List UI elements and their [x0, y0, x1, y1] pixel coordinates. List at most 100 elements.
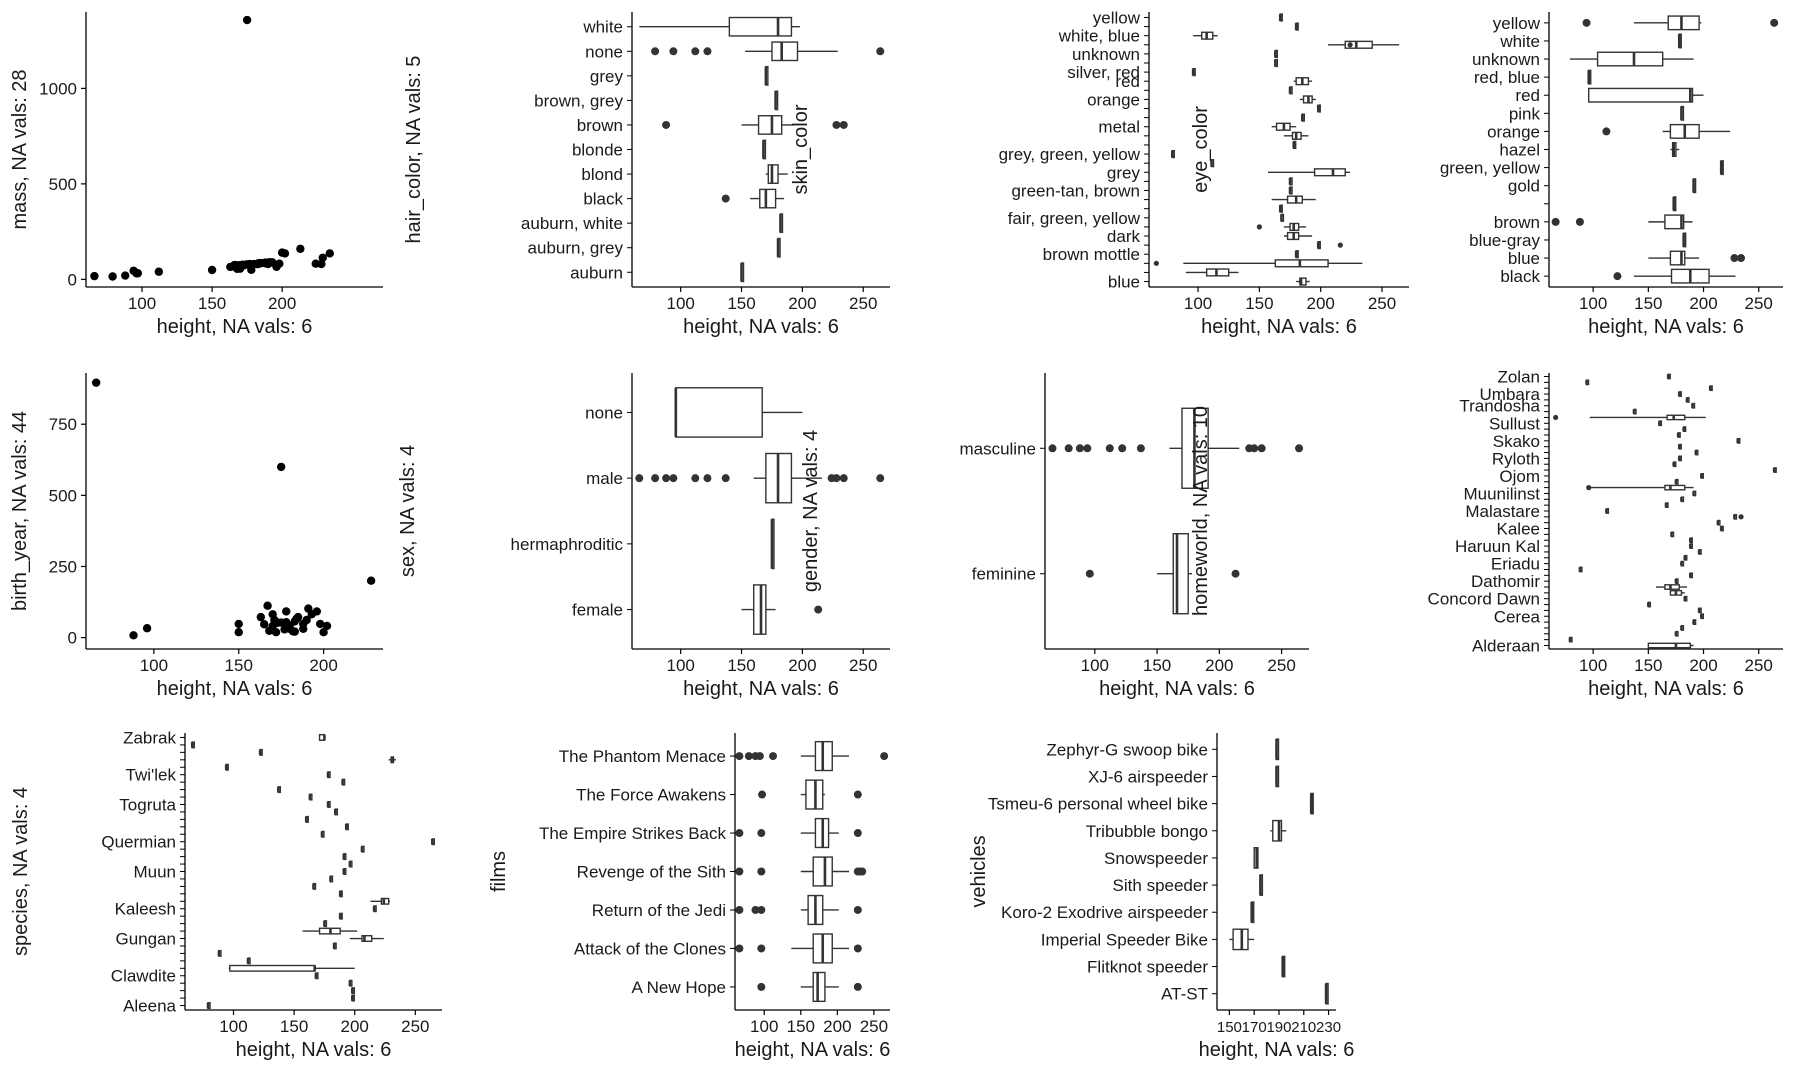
category-label: Sith speeder	[1113, 876, 1209, 895]
x-tick-label: 100	[666, 294, 694, 313]
data-point	[256, 612, 266, 622]
data-point	[91, 378, 101, 387]
x-axis-title: height, NA vals: 6	[735, 1039, 891, 1061]
category-label: The Phantom Menace	[559, 747, 726, 766]
x-tick-label: 150	[1634, 294, 1662, 313]
category-label: grey	[1107, 163, 1141, 182]
outlier-point	[1256, 224, 1262, 230]
category-label: pink	[1509, 104, 1541, 123]
outlier-point	[757, 944, 766, 953]
outlier-point	[735, 905, 744, 914]
category-label: yellow	[1493, 14, 1541, 33]
box	[771, 41, 799, 62]
category-label: Revenge of the Sith	[577, 863, 726, 882]
outlier-point	[735, 867, 744, 876]
x-tick-label: 150	[1245, 294, 1273, 313]
x-tick-label: 100	[1184, 294, 1212, 313]
panel-7: 100 150 200 250 height, NA vals: 6 gender, NA…	[800, 373, 1309, 700]
category-label: Eriadu	[1491, 555, 1540, 574]
x-tick-label: 150	[198, 294, 226, 313]
outlier-point	[757, 905, 766, 914]
category-label: blue-gray	[1469, 231, 1540, 250]
category-label: Malastare	[1465, 502, 1540, 521]
category-label: Snowspeeder	[1104, 849, 1208, 868]
outlier-point	[1582, 18, 1591, 27]
category-label: Kaleesh	[115, 900, 176, 919]
box	[1172, 533, 1189, 615]
data-point	[317, 259, 326, 269]
x-tick-label: 190	[1266, 1019, 1291, 1036]
category-label: black	[583, 190, 623, 209]
x-axis-title: height, NA vals: 6	[1201, 316, 1357, 338]
category-label: The Force Awakens	[576, 786, 726, 805]
x-tick-label: 150	[727, 294, 755, 313]
category-label: A New Hope	[632, 978, 727, 997]
box	[1664, 214, 1685, 230]
category-label: Concord Dawn	[1428, 590, 1540, 609]
y-axis-title: vehicles	[968, 835, 990, 907]
y-axis-title: mass, NA vals: 28	[9, 69, 31, 229]
outlier-point	[744, 752, 753, 761]
outlier-point	[662, 120, 671, 129]
x-axis-title: height, NA vals: 6	[157, 316, 313, 338]
x-tick-label: 150	[225, 656, 253, 675]
panel-9: 100 150 200 250 height, NA vals: 6 species, N…	[10, 728, 442, 1061]
category-label: Koro-2 Exodrive airspeeder	[1001, 903, 1208, 922]
y-tick-label: 750	[49, 415, 77, 434]
x-tick-label: 200	[1689, 656, 1717, 675]
category-label: male	[586, 469, 623, 488]
category-label: Ojom	[1499, 467, 1540, 486]
category-label: Quermian	[101, 833, 176, 852]
x-tick-label: 150	[1217, 1019, 1242, 1036]
category-label: Aleena	[123, 997, 176, 1016]
box	[1588, 87, 1694, 103]
category-label: grey	[590, 67, 624, 86]
outlier-point	[1730, 254, 1739, 263]
category-label: female	[572, 601, 623, 620]
category-label: Dathomir	[1471, 572, 1540, 591]
category-label: gold	[1508, 177, 1540, 196]
outlier-point	[1075, 444, 1084, 453]
category-label: AT-ST	[1161, 985, 1208, 1004]
y-tick-label: 250	[49, 557, 77, 576]
outlier-point	[1257, 444, 1266, 453]
category-label: none	[585, 403, 623, 422]
outlier-point	[651, 474, 660, 483]
data-point	[271, 628, 281, 637]
category-label: Return of the Jedi	[592, 901, 726, 920]
category-label: red	[1515, 86, 1540, 105]
category-label: auburn	[570, 263, 623, 282]
category-label: Muun	[133, 863, 176, 882]
x-tick-label: 200	[1689, 294, 1717, 313]
data-point	[312, 607, 322, 616]
data-point	[154, 267, 164, 276]
y-axis-title: films	[488, 851, 510, 892]
outlier-point	[853, 944, 862, 953]
y-tick-label: 500	[49, 486, 77, 505]
outlier-point	[1347, 42, 1353, 48]
outlier-point	[757, 829, 766, 838]
outlier-point	[735, 829, 744, 838]
outlier-point	[876, 47, 885, 56]
box	[1313, 168, 1346, 177]
category-label: Zephyr-G swoop bike	[1046, 740, 1208, 759]
data-point	[234, 619, 243, 629]
category-label: none	[585, 42, 623, 61]
category-label: hermaphroditic	[511, 535, 624, 554]
y-tick-label: 0	[68, 270, 77, 289]
box	[1666, 414, 1686, 421]
x-tick-label: 200	[788, 294, 816, 313]
outlier-point	[662, 474, 671, 483]
category-label: Kalee	[1497, 520, 1540, 539]
y-axis-title: eye_color	[1190, 106, 1212, 193]
x-tick-label: 150	[1634, 656, 1662, 675]
category-label: silver, red	[1067, 63, 1140, 82]
outlier-point	[755, 752, 764, 761]
outlier-point	[1153, 260, 1159, 266]
box	[812, 856, 833, 887]
outlier-point	[1105, 444, 1114, 453]
outlier-point	[757, 982, 766, 991]
category-label: red, blue	[1474, 68, 1540, 87]
x-axis-title: height, NA vals: 6	[1199, 1039, 1355, 1061]
